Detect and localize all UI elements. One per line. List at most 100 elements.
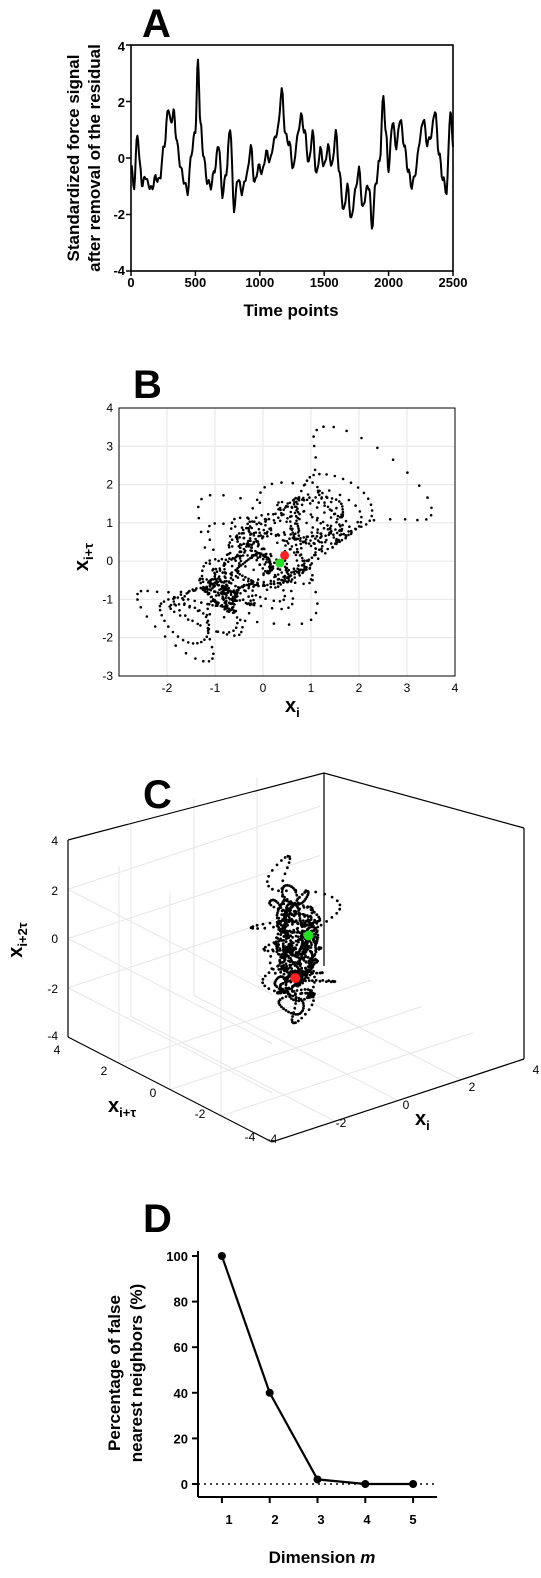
panel-b-trajectory-point bbox=[311, 515, 314, 519]
panel-b-trajectory-point bbox=[264, 561, 268, 564]
panel-b-ytick: 2 bbox=[106, 478, 113, 492]
panel-c-trajectory-point bbox=[297, 911, 301, 915]
panel-b-trajectory-point bbox=[309, 539, 312, 542]
panel-b-trajectory-point bbox=[300, 622, 304, 625]
panel-b-trajectory-point bbox=[234, 559, 237, 562]
panel-c-trajectory-point bbox=[303, 942, 307, 945]
panel-b-trajectory-point bbox=[287, 542, 290, 545]
panel-c-trajectory-point bbox=[294, 912, 298, 916]
panel-b-trajectory-point bbox=[305, 568, 308, 571]
panel-b-trajectory-point bbox=[222, 591, 226, 594]
panel-b-trajectory-point bbox=[248, 530, 251, 534]
panel-b-trajectory-point bbox=[236, 576, 240, 579]
panel-b-trajectory-point bbox=[288, 537, 291, 540]
panel-b-trajectory-point bbox=[246, 516, 249, 519]
panel-b-trajectory-point bbox=[300, 564, 304, 567]
panel-c-ytick: 0 bbox=[150, 1086, 157, 1100]
panel-d-y-label-line2: nearest neighbors (%) bbox=[127, 1284, 146, 1463]
panel-b-trajectory-point bbox=[272, 580, 276, 583]
panel-c-trajectory-point bbox=[292, 914, 296, 918]
panel-c-trajectory-point bbox=[306, 941, 309, 944]
panel-c-trajectory-point bbox=[277, 916, 281, 920]
panel-c-trajectory-point bbox=[303, 973, 307, 977]
panel-b-trajectory-point bbox=[290, 602, 294, 606]
panel-b-trajectory-point bbox=[200, 497, 203, 501]
panel-b-trajectory-point bbox=[241, 562, 245, 566]
panel-c-trajectory-point bbox=[281, 908, 285, 912]
panel-c-trajectory-point bbox=[288, 912, 292, 916]
panel-b-xtick: 2 bbox=[356, 681, 363, 695]
panel-b-trajectory-point bbox=[310, 535, 314, 538]
panel-b-trajectory-point bbox=[264, 520, 267, 523]
panel-c-trajectory-point bbox=[277, 940, 280, 943]
panel-b-trajectory-point bbox=[332, 425, 336, 429]
panel-b-trajectory-point bbox=[269, 552, 272, 556]
panel-c-trajectory-point bbox=[314, 950, 318, 954]
panel-b-trajectory-point bbox=[222, 631, 225, 634]
panel-b-trajectory-point bbox=[242, 578, 245, 581]
panel-b-trajectory-point bbox=[296, 567, 299, 570]
panel-b-trajectory-point bbox=[295, 522, 299, 526]
panel-b-trajectory-point bbox=[230, 545, 234, 548]
panel-b-trajectory-point bbox=[146, 589, 149, 593]
panel-c-trajectory-point bbox=[309, 905, 312, 909]
panel-c-xtick: -2 bbox=[336, 1116, 347, 1130]
panel-b-trajectory-point bbox=[295, 547, 299, 551]
panel-b-trajectory-point bbox=[269, 579, 273, 583]
panel-c-trajectory-point bbox=[325, 980, 328, 983]
panel-b-trajectory-point bbox=[238, 536, 241, 539]
panel-b-y-ticks: -3 -2 -1 0 1 2 3 4 bbox=[102, 401, 113, 683]
panel-b-ytick: 0 bbox=[106, 554, 113, 568]
panel-b-trajectory-point bbox=[225, 579, 228, 583]
panel-b-trajectory-point bbox=[235, 589, 239, 592]
panel-c-trajectory-point bbox=[309, 941, 313, 945]
panel-b-trajectory-point bbox=[255, 558, 258, 562]
panel-c-trajectory-point bbox=[306, 988, 310, 991]
panel-b-trajectory-point bbox=[255, 620, 259, 624]
panel-b-trajectory-point bbox=[205, 613, 209, 617]
panel-c-trajectory-point bbox=[309, 964, 313, 968]
panel-c-trajectory-point bbox=[286, 932, 290, 936]
panel-b-trajectory-point bbox=[338, 533, 342, 537]
panel-b-trajectory-point bbox=[136, 592, 139, 596]
panel-c-trajectory-point bbox=[301, 979, 304, 983]
panel-b-trajectory-point bbox=[344, 536, 347, 540]
panel-d-data-point bbox=[217, 1252, 226, 1260]
panel-c-trajectory-point bbox=[294, 951, 298, 955]
panel-b-trajectory-point bbox=[209, 600, 213, 603]
panel-c-trajectory-point bbox=[290, 953, 294, 957]
panel-c-trajectory-point bbox=[302, 944, 305, 947]
panel-b-trajectory-point bbox=[308, 581, 311, 585]
panel-b-trajectory-point bbox=[297, 498, 301, 502]
panel-b-trajectory-point bbox=[231, 578, 235, 582]
panel-c-ztick: -2 bbox=[47, 982, 58, 996]
panel-b-trajectory-point bbox=[202, 612, 205, 615]
panel-b-trajectory-point bbox=[249, 603, 252, 606]
panel-b-trajectory-point bbox=[265, 532, 269, 535]
panel-c-trajectory-point bbox=[283, 926, 287, 930]
panel-b-trajectory-point bbox=[250, 549, 253, 553]
panel-b-trajectory-point bbox=[230, 573, 233, 577]
panel-b-trajectory-point bbox=[287, 623, 291, 626]
panel-b-trajectory-point bbox=[417, 484, 421, 487]
panel-c-trajectory-point bbox=[323, 892, 327, 896]
panel-b-trajectory-point bbox=[253, 520, 256, 523]
panel-c-trajectory-point bbox=[304, 955, 307, 959]
panel-b-trajectory-point bbox=[224, 572, 227, 575]
panel-b-trajectory-point bbox=[158, 608, 162, 612]
panel-c-trajectory-point bbox=[289, 908, 292, 912]
panel-b-trajectory-point bbox=[338, 523, 341, 526]
panel-b-trajectory-point bbox=[242, 547, 246, 551]
panel-c-trajectory-point bbox=[294, 997, 298, 1001]
panel-b-trajectory-point bbox=[239, 550, 243, 554]
panel-b-trajectory-point bbox=[239, 564, 243, 567]
panel-b-trajectory-point bbox=[237, 565, 241, 569]
panel-b-trajectory-point bbox=[233, 517, 236, 521]
panel-d-ytick: 0 bbox=[181, 1477, 188, 1492]
panel-b-trajectory-point bbox=[210, 578, 214, 581]
panel-b-trajectory-point bbox=[267, 517, 271, 521]
panel-b-trajectory-point bbox=[159, 602, 163, 605]
panel-c-trajectory-point bbox=[286, 923, 289, 927]
panel-b-trajectory-point bbox=[252, 534, 256, 537]
panel-c-trajectory-point bbox=[302, 930, 306, 933]
